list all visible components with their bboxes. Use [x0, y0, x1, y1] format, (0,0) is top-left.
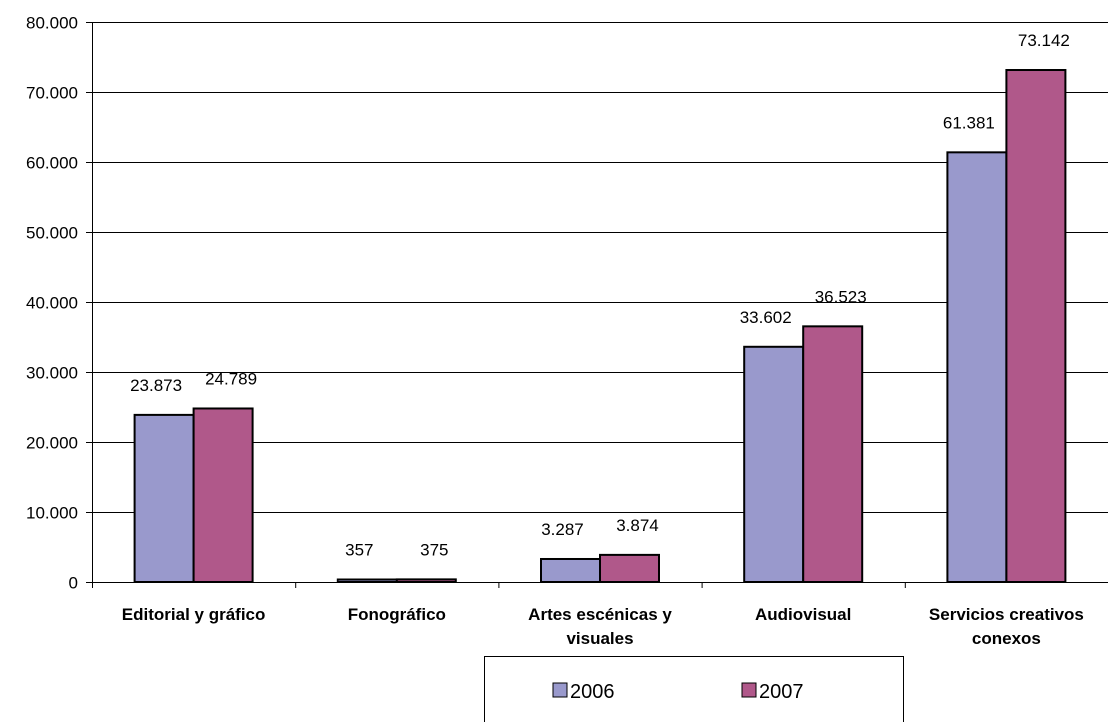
y-tick-label: 50.000 — [26, 224, 78, 243]
legend-swatch-2006 — [552, 682, 568, 698]
y-tick-label: 70.000 — [26, 84, 78, 103]
legend-label: 2007 — [759, 681, 804, 703]
x-category-label: Audiovisual — [755, 605, 851, 624]
y-axis: 0 10.000 20.000 30.000 40.000 50.000 60.000 70.… — [26, 14, 93, 593]
gridlines — [92, 22, 1108, 513]
data-labels: 23.873 24.789 357 375 3.287 3.874 33.602 36.523… — [130, 31, 1070, 559]
bar-2006-4 — [946, 151, 1008, 583]
category-labels: Editorial y gráfico Fonográfico Artes escé… — [122, 605, 1084, 648]
legend-label: 2006 — [570, 681, 615, 703]
bar-2006-3 — [743, 345, 805, 584]
bar-2006-0 — [133, 413, 195, 583]
y-tick-label: 10.000 — [26, 504, 78, 523]
y-tick-label: 30.000 — [26, 364, 78, 383]
y-tick-label: 80.000 — [26, 14, 78, 33]
data-label: 61.381 — [943, 113, 995, 132]
legend-box — [484, 656, 904, 722]
data-label: 33.602 — [740, 308, 792, 327]
data-label: 357 — [345, 541, 373, 560]
x-category-label: Fonográfico — [348, 605, 446, 624]
bar-2006-1 — [336, 578, 398, 583]
bar-2007-0 — [192, 407, 254, 583]
bar-2007-1 — [395, 578, 457, 583]
data-label: 3.874 — [616, 516, 659, 535]
data-label: 23.873 — [130, 376, 182, 395]
legend: 2006 2007 — [484, 656, 904, 722]
data-label: 3.287 — [541, 520, 584, 539]
data-label: 375 — [420, 540, 448, 559]
bar-2007-2 — [599, 553, 660, 584]
y-tick-label: 60.000 — [26, 154, 78, 173]
bars — [133, 69, 1067, 584]
x-category-label: conexos — [972, 629, 1041, 648]
y-tick-label: 20.000 — [26, 434, 78, 453]
data-label: 36.523 — [815, 287, 867, 306]
legend-swatch-2007 — [741, 682, 757, 698]
bar-2006-2 — [540, 557, 601, 584]
bar-2007-4 — [1005, 69, 1067, 583]
data-label: 73.142 — [1018, 31, 1070, 50]
data-label: 24.789 — [205, 369, 257, 388]
bar-2007-3 — [802, 325, 864, 583]
x-category-label: Artes escénicas y — [528, 605, 672, 624]
y-tick-label: 40.000 — [26, 294, 78, 313]
x-category-label: Editorial y gráfico — [122, 605, 266, 624]
x-category-label: visuales — [566, 629, 633, 648]
x-category-label: Servicios creativos — [929, 605, 1084, 624]
y-tick-label: 0 — [69, 574, 78, 593]
